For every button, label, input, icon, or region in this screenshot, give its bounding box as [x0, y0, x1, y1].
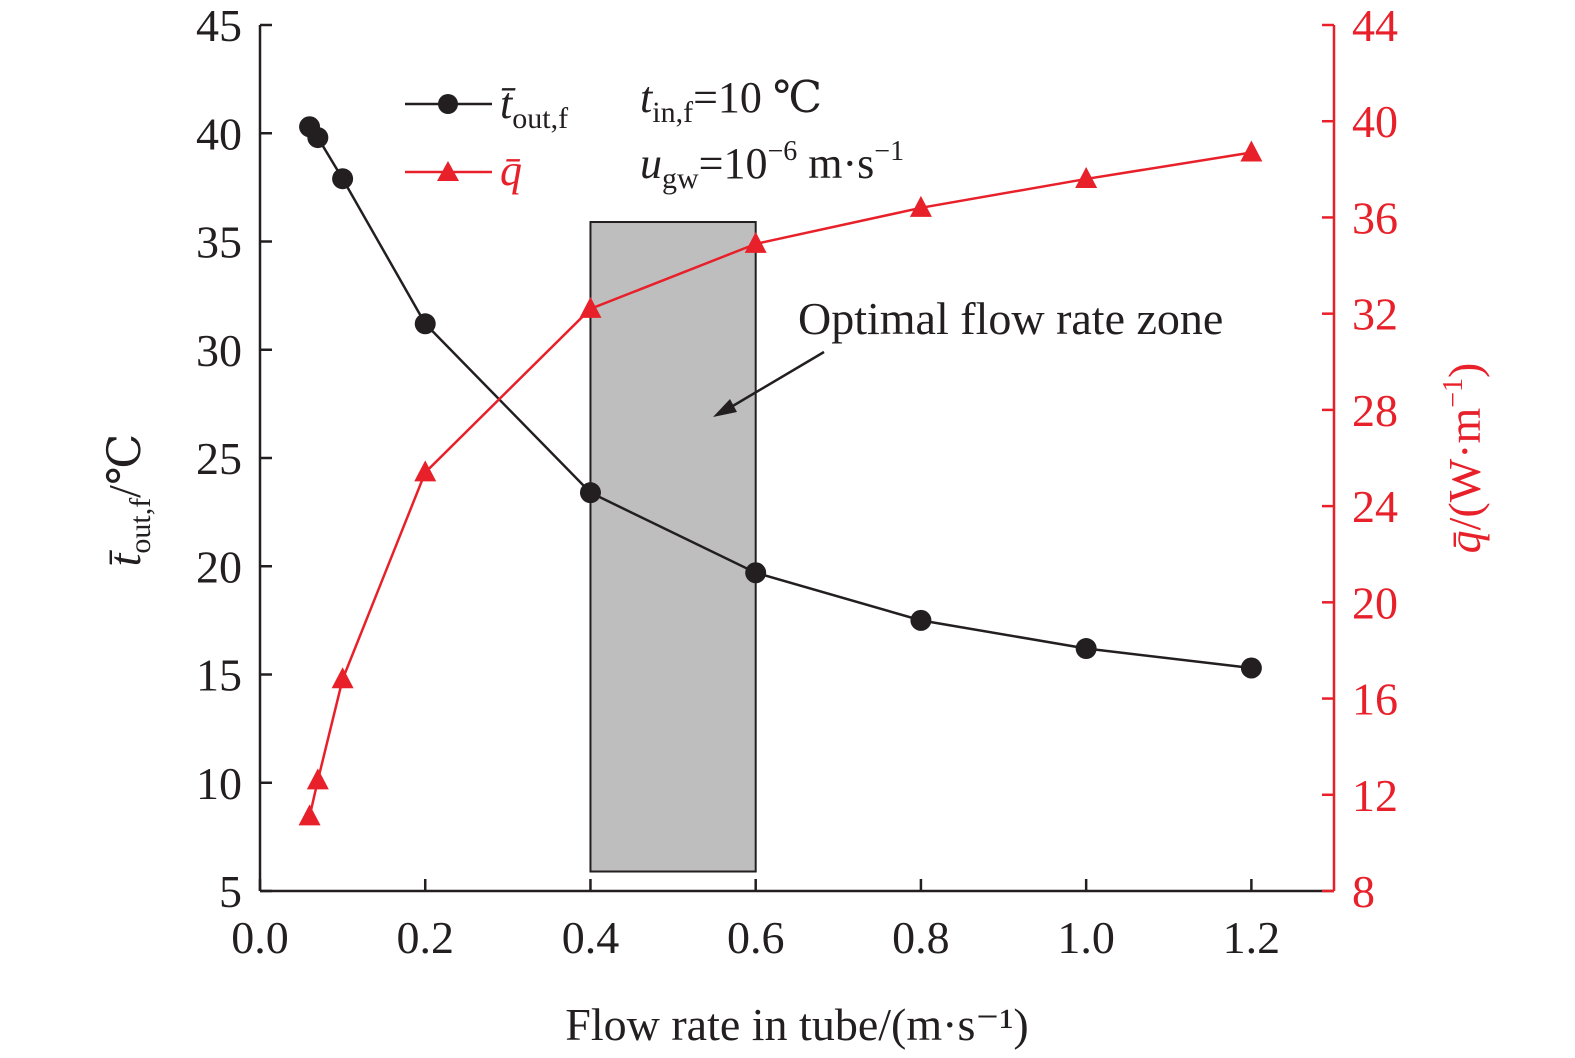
series-line-q — [308, 151, 1252, 817]
point-q-1 — [306, 768, 329, 790]
legend-q-symbol: q̄ — [500, 146, 522, 195]
tick-label-right-2: 16 — [1352, 674, 1398, 725]
tick-label-left-2: 15 — [196, 650, 242, 701]
tick-label-left-5: 30 — [196, 325, 242, 376]
point-t-out-6 — [910, 609, 932, 631]
y-right-unit: /(W·m — [1439, 408, 1490, 531]
x-axis-label: Flow rate in tube/(m·s⁻¹) — [565, 999, 1028, 1050]
tick-label-bottom-3: 0.6 — [727, 912, 785, 963]
point-q-6 — [909, 195, 932, 217]
tick-label-bottom-0: 0.0 — [231, 912, 289, 963]
tick-label-left-1: 10 — [196, 758, 242, 809]
tick-label-left-4: 25 — [196, 433, 242, 484]
tick-label-right-4: 24 — [1352, 481, 1398, 532]
zone-annotation-label: Optimal flow rate zone — [798, 293, 1223, 344]
condition-t-in: tin,f=10 ℃ — [640, 73, 822, 129]
legend-label-q: q̄ — [500, 146, 522, 195]
legend-marker-triangle — [437, 161, 459, 181]
tick-label-right-6: 32 — [1352, 289, 1398, 340]
point-t-out-8 — [1240, 657, 1262, 679]
condition-u-unit-sup: −1 — [874, 136, 904, 167]
ticks-right: 8 12 16 20 24 28 32 36 40 44 — [1322, 0, 1398, 917]
condition-u-sup: −6 — [768, 136, 798, 167]
condition-u-unit: m·s — [797, 139, 874, 188]
point-t-out-4 — [579, 482, 601, 504]
point-q-5 — [744, 231, 767, 253]
condition-u-gw: ugw=10−6 m·s−1 — [640, 136, 904, 195]
y-left-axis-label: t̄out,f/℃ — [99, 434, 157, 567]
tick-label-left-7: 40 — [196, 108, 242, 159]
legend-t-symbol: t̄ — [500, 79, 516, 128]
point-t-out-7 — [1075, 638, 1097, 660]
tick-label-right-9: 44 — [1352, 0, 1398, 51]
point-t-out-3 — [414, 313, 436, 335]
point-q-2 — [331, 667, 354, 689]
condition-t-sub: in,f — [652, 96, 693, 129]
ticks-bottom: 0.0 0.2 0.4 0.6 0.8 1.0 1.2 — [231, 879, 1280, 963]
y-left-unit: /℃ — [99, 434, 150, 498]
y-right-sup: −1 — [1438, 378, 1469, 408]
y-left-subscript: out,f — [124, 498, 157, 554]
tick-label-right-8: 40 — [1352, 96, 1398, 147]
condition-u-sub: gw — [662, 162, 699, 195]
condition-t-rest: =10 ℃ — [693, 73, 822, 122]
point-q-4 — [579, 296, 602, 318]
point-t-out-1 — [307, 127, 329, 149]
tick-label-bottom-5: 1.0 — [1057, 912, 1115, 963]
x-axis-label-text: Flow rate in tube/(m·s⁻¹) — [565, 999, 1028, 1050]
condition-u-base: =10 — [699, 139, 768, 188]
tick-label-right-0: 8 — [1352, 866, 1375, 917]
y-right-axis-label: q̄/(W·m−1) — [1438, 363, 1490, 554]
series-markers-t-out — [299, 116, 1262, 679]
legend: t̄out,f q̄ — [405, 79, 568, 195]
tick-label-left-6: 35 — [196, 217, 242, 268]
optimal-zone-rect — [589, 221, 757, 873]
condition-t-var: t — [640, 73, 654, 122]
series-line-t-out — [308, 125, 1252, 670]
tick-label-bottom-2: 0.4 — [562, 912, 620, 963]
point-q-0 — [298, 804, 321, 826]
point-q-3 — [414, 460, 437, 482]
tick-label-right-7: 36 — [1352, 192, 1398, 243]
tick-label-right-3: 20 — [1352, 577, 1398, 628]
tick-label-bottom-1: 0.2 — [396, 912, 454, 963]
ticks-left: 5 10 15 20 25 30 35 40 45 — [196, 0, 272, 917]
legend-t-subscript: out,f — [512, 102, 568, 135]
tick-label-bottom-6: 1.2 — [1223, 912, 1281, 963]
series-markers-q — [298, 140, 1263, 826]
point-q-7 — [1075, 166, 1098, 188]
y-right-symbol: q̄ — [1439, 530, 1490, 553]
tick-label-right-1: 12 — [1352, 770, 1398, 821]
tick-label-right-5: 28 — [1352, 385, 1398, 436]
tick-label-left-0: 5 — [219, 866, 242, 917]
condition-u-var: u — [640, 139, 662, 188]
zone-annotation-arrow — [713, 350, 825, 417]
tick-label-bottom-4: 0.8 — [892, 912, 950, 963]
point-t-out-2 — [332, 168, 354, 190]
tick-label-left-8: 45 — [196, 0, 242, 51]
y-right-close: ) — [1439, 363, 1490, 378]
tick-label-left-3: 20 — [196, 541, 242, 592]
point-t-out-5 — [745, 562, 767, 584]
legend-marker-circle — [438, 94, 458, 114]
point-q-8 — [1240, 140, 1263, 162]
legend-label-t-out: t̄out,f — [500, 79, 568, 135]
